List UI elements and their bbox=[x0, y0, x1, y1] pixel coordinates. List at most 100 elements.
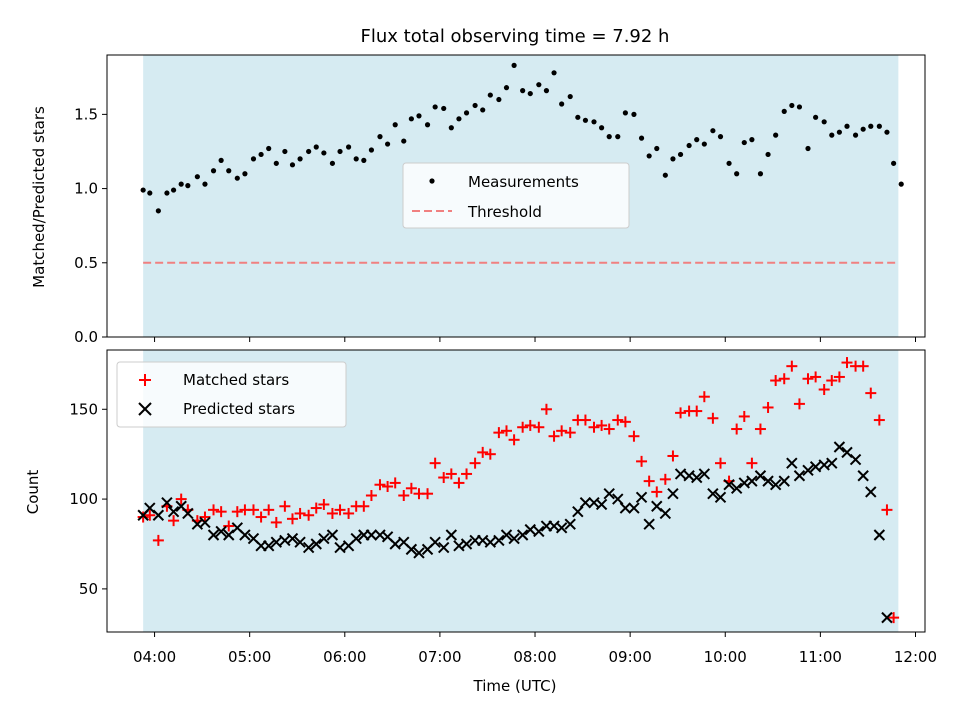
matched-star-point bbox=[374, 479, 386, 491]
matched-star-point bbox=[517, 421, 529, 433]
measurement-point bbox=[472, 102, 478, 109]
predicted-star-point bbox=[302, 541, 315, 554]
predicted-star-point bbox=[579, 496, 592, 509]
matched-star-point bbox=[778, 373, 790, 385]
measurement-point bbox=[487, 92, 493, 98]
measurement-point bbox=[496, 96, 502, 103]
matched-star-point bbox=[493, 427, 505, 439]
measurement-point bbox=[147, 190, 153, 196]
top-panel: 0.0 0.5 1.0 1.5 Flux total observing time =… bbox=[30, 26, 926, 346]
matched-star-point bbox=[500, 425, 512, 437]
measurement-point bbox=[384, 141, 391, 147]
matched-star-point bbox=[857, 360, 869, 372]
matched-star-point bbox=[533, 421, 545, 433]
matched-star-point bbox=[793, 398, 805, 410]
measurement-point bbox=[898, 181, 904, 187]
chart-title: Flux total observing time = 7.92 h bbox=[361, 26, 670, 47]
matched-star-point bbox=[651, 486, 663, 498]
matched-star-point bbox=[263, 504, 275, 516]
measurement-point bbox=[368, 147, 375, 153]
predicted-star-point bbox=[500, 529, 513, 541]
predicted-star-point bbox=[643, 518, 655, 530]
matched-star-point bbox=[208, 504, 220, 516]
predicted-star-point bbox=[691, 471, 703, 484]
matched-star-point bbox=[659, 473, 671, 485]
matched-star-point bbox=[888, 612, 900, 624]
measurement-point bbox=[686, 142, 692, 149]
measurement-point bbox=[155, 208, 161, 214]
matched-stars-series bbox=[137, 357, 900, 624]
measurement-point bbox=[606, 134, 612, 140]
measurement-point bbox=[631, 111, 637, 117]
matched-star-point bbox=[770, 375, 782, 387]
predicted-star-point bbox=[730, 482, 743, 495]
predicted-star-point bbox=[628, 502, 640, 514]
matched-star-point bbox=[675, 407, 687, 419]
predicted-star-point bbox=[865, 486, 877, 498]
measurement-point bbox=[273, 160, 279, 166]
measurement-point bbox=[353, 156, 359, 162]
measurement-point bbox=[836, 129, 842, 135]
predicted-star-point bbox=[723, 479, 735, 491]
matched-star-point bbox=[810, 371, 822, 383]
matched-star-point bbox=[564, 427, 576, 439]
predicted-star-point bbox=[762, 475, 774, 487]
measurement-point bbox=[844, 123, 850, 129]
legend-measurements-label: Measurements bbox=[468, 173, 579, 191]
predicted-star-point bbox=[533, 525, 545, 538]
legend-threshold-label: Threshold bbox=[467, 203, 542, 221]
measurement-point bbox=[480, 107, 486, 113]
measurement-point bbox=[456, 116, 462, 122]
measurement-point bbox=[178, 181, 184, 187]
measurement-point bbox=[321, 150, 327, 156]
measurement-point bbox=[741, 139, 747, 146]
matched-star-point bbox=[540, 403, 552, 415]
predicted-star-point bbox=[793, 470, 806, 482]
bottom-x-ticks: 04:00 05:00 06:00 07:00 08:00 09:00 10:00 11:00… bbox=[133, 632, 937, 666]
matched-star-point bbox=[738, 410, 750, 422]
top-legend-box bbox=[402, 162, 630, 229]
predicted-star-point bbox=[350, 532, 362, 545]
matched-star-point bbox=[715, 457, 726, 469]
legend-matched-marker bbox=[139, 374, 151, 386]
matched-star-point bbox=[707, 412, 719, 424]
bottom-axes-frame bbox=[106, 349, 926, 633]
predicted-star-point bbox=[809, 461, 822, 473]
predicted-star-point bbox=[698, 468, 711, 480]
top-y-tick-label: 1.5 bbox=[74, 105, 98, 123]
measurement-point bbox=[345, 144, 352, 150]
matched-star-point bbox=[310, 502, 322, 514]
measurement-point bbox=[891, 160, 897, 166]
measurement-point bbox=[575, 114, 581, 120]
bottom-y-ticks: 50 100 150 bbox=[69, 400, 107, 598]
legend-matched-label: Matched stars bbox=[183, 371, 289, 389]
matched-star-point bbox=[619, 416, 631, 428]
measurement-point bbox=[749, 137, 755, 143]
measurement-point bbox=[140, 187, 146, 193]
matched-star-point bbox=[231, 506, 243, 518]
matched-star-point bbox=[826, 375, 838, 387]
bottom-legend-box bbox=[116, 361, 347, 428]
measurement-point bbox=[734, 171, 740, 177]
matched-star-point bbox=[445, 468, 457, 480]
matched-star-point bbox=[603, 423, 615, 435]
matched-star-point bbox=[833, 371, 845, 383]
measurement-point bbox=[821, 119, 827, 125]
measurement-point bbox=[765, 151, 771, 158]
matched-star-point bbox=[168, 515, 180, 527]
matched-star-point bbox=[461, 468, 473, 480]
predicted-star-point bbox=[167, 505, 180, 518]
predicted-star-point bbox=[769, 479, 782, 491]
predicted-star-point bbox=[635, 491, 648, 503]
top-y-axis-label: Matched/Predicted stars bbox=[30, 106, 48, 288]
predicted-star-point bbox=[555, 522, 568, 534]
matched-star-point bbox=[334, 504, 346, 516]
matched-star-point bbox=[398, 489, 410, 501]
matched-star-point bbox=[508, 434, 520, 446]
measurement-point bbox=[582, 117, 589, 123]
x-tick-label: 07:00 bbox=[418, 648, 461, 666]
measurement-point bbox=[527, 90, 533, 97]
measurement-point bbox=[242, 171, 248, 177]
matched-star-point bbox=[802, 373, 814, 385]
